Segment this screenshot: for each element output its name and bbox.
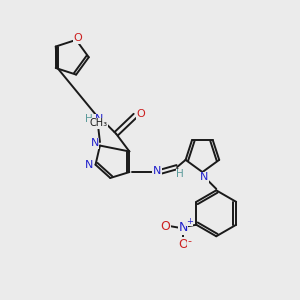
Text: H: H [176,169,184,179]
Text: N: N [85,160,93,170]
Text: H: H [85,114,93,124]
Text: O: O [160,220,170,233]
Text: CH₃: CH₃ [89,118,107,128]
Text: O: O [73,33,82,43]
Text: N: N [153,166,161,176]
Text: N: N [178,221,188,234]
Text: O: O [178,238,188,251]
Text: N: N [200,172,208,182]
Text: -: - [188,237,192,247]
Text: N: N [91,138,99,148]
Text: N: N [95,114,103,124]
Text: O: O [136,109,145,119]
Text: +: + [186,217,193,226]
